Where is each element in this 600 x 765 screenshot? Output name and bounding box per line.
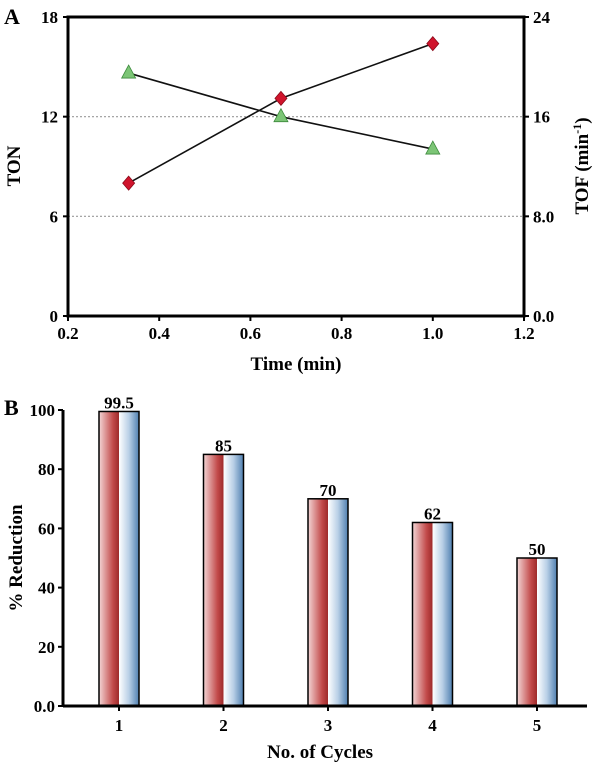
y-tick-label: 0.0 [34,697,55,716]
bar-blue-half [119,411,139,706]
bar-blue-half [537,558,557,706]
chart-b: B No. of Cycles % Reduction 99.5 1 85 2 70 3 6… [4,393,587,763]
y2-tick-label: 24 [533,8,551,27]
data-label: 70 [320,481,337,500]
x-tick-label: 2 [219,716,228,735]
bar-red-half [99,411,119,706]
x-tick-label: 1.0 [422,324,443,343]
y-tick-label: 0 [50,307,59,326]
bar-blue-half [223,454,244,706]
data-point-triangle [425,140,441,155]
panel-label-b: B [4,395,19,420]
data-point-diamond [122,175,136,191]
x-tick-label: 0.4 [149,324,171,343]
data-point-triangle [273,107,289,123]
y-tick-label: 12 [41,108,58,127]
data-label: 85 [215,436,232,455]
chart-a: A Time (min) TON TOF (min-1) 0.2 0.4 0.6 0.… [4,4,593,375]
data-point-triangle [120,64,137,79]
y2-tick-label: 16 [533,108,550,127]
x-tick-label: 0.8 [331,324,352,343]
y-axis-label-b: % Reduction [6,504,27,612]
x-tick-label: 1 [115,716,124,735]
y-tick-label: 18 [41,8,58,27]
x-tick-label: 4 [428,716,437,735]
x-axis-label-a: Time (min) [251,354,342,375]
y-tick-label: 20 [38,638,55,657]
bar-red-half [412,522,433,706]
data-point-diamond [426,35,440,52]
y2-tick-label: 8.0 [533,207,554,226]
y-tick-label: 40 [38,579,55,598]
x-tick-label: 0.2 [57,324,78,343]
y-tick-label: 100 [30,401,56,420]
x-tick-label: 0.6 [240,324,261,343]
x-tick-label: 3 [324,716,333,735]
bar-red-half [308,498,328,706]
data-label: 50 [529,540,546,559]
y-axis-label-a: TON [4,145,25,186]
y-tick-label: 6 [50,207,59,226]
y-tick-label: 60 [38,519,55,538]
data-label: 62 [424,504,441,523]
panel-label-a: A [4,4,20,29]
bar-red-half [517,558,537,706]
plot-frame [66,15,526,318]
y2-axis-label-a: TOF (min-1) [570,117,593,214]
x-tick-label: 5 [533,716,542,735]
y2-tick-label: 0.0 [533,307,554,326]
bar-blue-half [432,522,453,706]
x-axis-label-b: No. of Cycles [267,742,373,763]
x-tick-label: 1.2 [513,324,534,343]
data-point-diamond [274,90,288,107]
bar-blue-half [328,498,348,706]
data-label: 99.5 [104,393,134,412]
y-tick-label: 80 [38,460,55,479]
bar-red-half [203,454,224,706]
